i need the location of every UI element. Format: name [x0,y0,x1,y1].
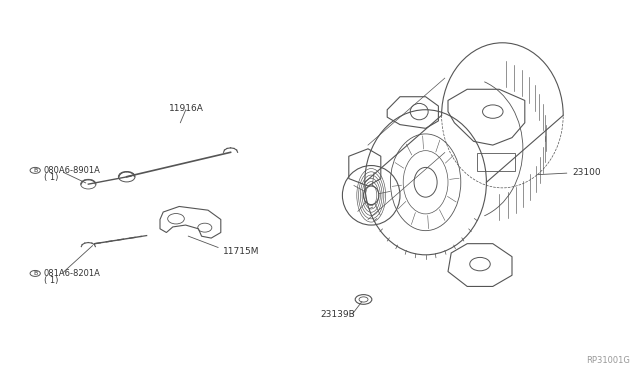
Text: B: B [33,271,37,276]
Text: 080A6-8901A: 080A6-8901A [44,166,100,175]
Text: 081A6-8201A: 081A6-8201A [44,269,100,278]
Text: 11916A: 11916A [170,104,204,113]
Text: B: B [33,168,37,173]
Text: ( 1): ( 1) [44,173,58,182]
Text: 11715M: 11715M [223,247,259,256]
Text: RP31001G: RP31001G [586,356,630,365]
Text: 23100: 23100 [573,169,602,177]
Text: ( 1): ( 1) [44,276,58,285]
Text: 23139B: 23139B [321,310,355,319]
